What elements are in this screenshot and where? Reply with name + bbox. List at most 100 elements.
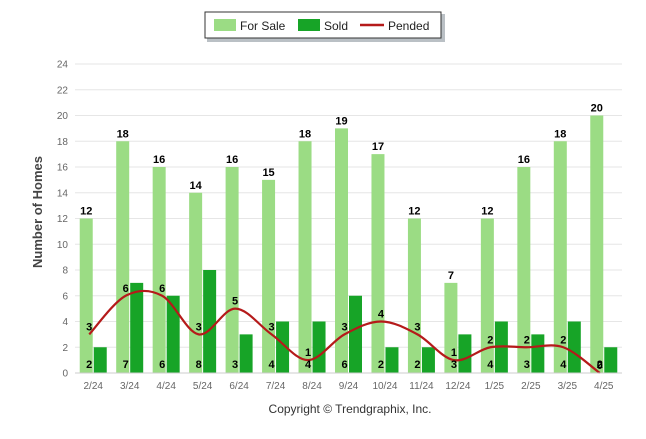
legend-swatch-for-sale [214, 19, 236, 31]
bar-sold [276, 321, 290, 373]
label-pended: 1 [305, 347, 311, 359]
label-for-sale: 12 [80, 206, 92, 218]
bar-sold [312, 321, 326, 373]
x-tick-label: 12/24 [445, 381, 470, 392]
x-tick-label: 7/24 [266, 381, 286, 392]
label-sold: 2 [378, 359, 384, 371]
pended-line [88, 289, 601, 374]
label-sold: 2 [86, 359, 92, 371]
legend-label-sold: Sold [324, 19, 348, 33]
label-for-sale: 17 [372, 141, 384, 153]
legend: For Sale Sold Pended [204, 11, 445, 42]
label-for-sale: 16 [518, 154, 530, 166]
x-tick-label: 3/24 [120, 381, 140, 392]
label-pended: 3 [341, 321, 347, 333]
legend-label-for-sale: For Sale [240, 19, 286, 33]
y-tick-label: 4 [62, 317, 68, 328]
x-tick-label: 8/24 [302, 381, 322, 392]
bar-sold [604, 347, 618, 373]
label-sold: 3 [232, 359, 238, 371]
y-tick-label: 6 [62, 291, 68, 302]
bar-sold [349, 295, 362, 373]
label-sold: 4 [487, 359, 494, 371]
x-tick-label: 11/24 [409, 381, 434, 392]
label-for-sale: 18 [299, 128, 311, 140]
y-axis-label: Number of Homes [30, 156, 45, 268]
label-sold: 8 [196, 359, 202, 371]
y-tick-label: 10 [57, 240, 69, 251]
label-sold: 4 [560, 359, 567, 371]
label-pended: 3 [86, 321, 92, 333]
x-tick-label: 4/25 [594, 381, 614, 392]
bar-for-sale [79, 218, 93, 373]
label-for-sale: 20 [591, 103, 603, 115]
bar-sold [239, 334, 253, 373]
label-pended: 5 [232, 296, 238, 308]
bar-for-sale [371, 154, 385, 373]
y-tick-label: 2 [62, 343, 68, 354]
bar-for-sale [517, 167, 531, 373]
legend-box [204, 11, 442, 39]
legend-swatch-sold [298, 19, 320, 31]
x-tick-label: 2/24 [83, 381, 103, 392]
bar-sold [203, 270, 217, 373]
label-pended: 3 [414, 321, 420, 333]
bar-sold [130, 282, 144, 373]
y-tick-label: 22 [57, 85, 69, 96]
bar-sold [421, 347, 435, 373]
label-pended: 2 [560, 334, 566, 346]
bar-for-sale [444, 282, 458, 373]
bar-for-sale [590, 115, 604, 373]
label-sold: 4 [269, 359, 276, 371]
label-for-sale: 14 [190, 180, 203, 192]
bar-for-sale [116, 141, 130, 373]
y-tick-label: 8 [62, 266, 68, 277]
legend-label-pended: Pended [388, 19, 429, 33]
label-pended: 3 [196, 321, 202, 333]
bar-for-sale [553, 141, 567, 373]
label-pended: 6 [123, 283, 129, 295]
label-sold: 6 [159, 359, 165, 371]
label-sold: 6 [341, 359, 347, 371]
y-tick-label: 24 [57, 60, 69, 71]
label-sold: 2 [414, 359, 420, 371]
bars [79, 115, 618, 373]
label-pended: 3 [269, 321, 275, 333]
label-for-sale: 7 [448, 270, 454, 282]
label-sold: 3 [451, 359, 457, 371]
label-for-sale: 16 [226, 154, 238, 166]
label-for-sale: 15 [262, 167, 274, 179]
label-for-sale: 16 [153, 154, 165, 166]
label-for-sale: 18 [554, 128, 566, 140]
x-tick-label: 2/25 [521, 381, 541, 392]
data-labels: 1223187616661483163515431841196317241223… [80, 103, 603, 373]
bar-sold [567, 321, 581, 373]
gridlines [75, 63, 622, 348]
x-tick-label: 5/24 [193, 381, 213, 392]
label-pended: 6 [159, 283, 165, 295]
y-tick-label: 14 [57, 188, 69, 199]
label-pended: 1 [451, 347, 457, 359]
label-pended: 2 [524, 334, 530, 346]
label-sold: 2 [597, 359, 603, 371]
y-tick-label: 0 [62, 369, 68, 380]
y-tick-label: 16 [57, 163, 69, 174]
bar-for-sale [152, 167, 166, 373]
bar-for-sale [262, 179, 276, 373]
x-tick-label: 4/24 [156, 381, 176, 392]
x-tick-label: 1/25 [485, 381, 505, 392]
label-for-sale: 12 [408, 206, 420, 218]
bar-sold [385, 347, 399, 373]
label-for-sale: 12 [481, 206, 493, 218]
label-sold: 7 [123, 359, 129, 371]
bar-for-sale [298, 141, 312, 373]
label-sold: 3 [524, 359, 530, 371]
copyright-footer: Copyright © Trendgraphix, Inc. [269, 402, 432, 416]
bar-sold [458, 334, 472, 373]
y-tick-label: 18 [57, 137, 69, 148]
bar-sold [166, 295, 180, 373]
bar-for-sale [225, 167, 239, 373]
x-tick-label: 6/24 [229, 381, 249, 392]
